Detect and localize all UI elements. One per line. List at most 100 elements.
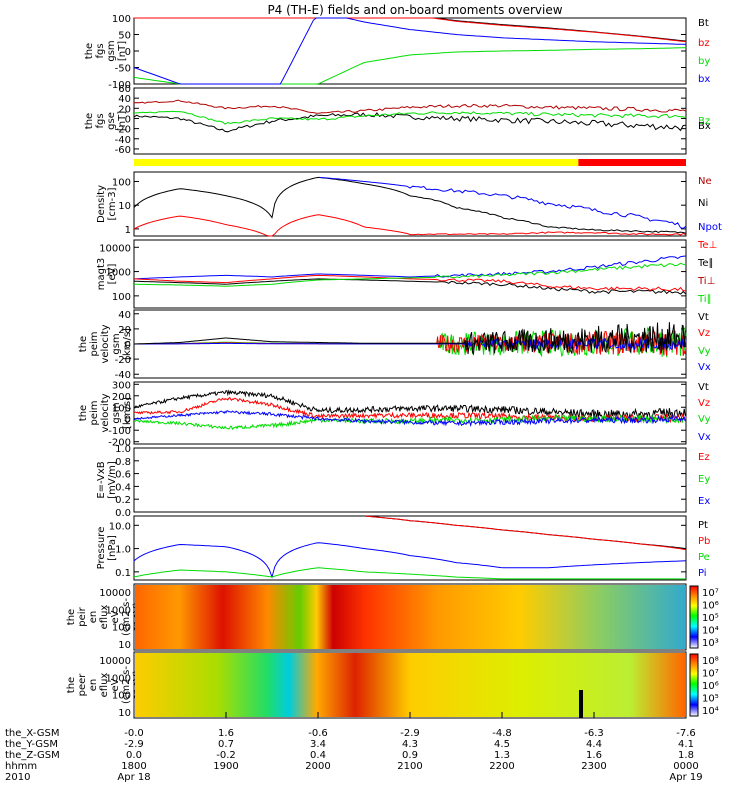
y-tick-label: 40 <box>118 310 131 321</box>
x-value: 0.7 <box>218 739 234 750</box>
colorbar-label: 10⁷ <box>702 588 719 599</box>
colorbar <box>689 653 699 717</box>
quality-flag-bar <box>134 159 686 166</box>
x-value: -0.2 <box>216 750 236 761</box>
x-value: 4.4 <box>586 739 602 750</box>
x-value: 1.6 <box>218 728 234 739</box>
legend-entry: Pt <box>698 520 708 531</box>
y-axis-label: en <box>88 679 99 692</box>
y-tick-label: -100 <box>108 426 131 437</box>
y-axis-label: velocity <box>100 393 111 432</box>
x-value: 4.1 <box>678 739 694 750</box>
y-axis-label: peim <box>89 331 100 356</box>
y-axis-label: fgs <box>95 43 106 58</box>
panel-frame <box>133 17 687 85</box>
y-axis-label: [nT] <box>117 41 128 61</box>
y-tick-label: 10000 <box>99 656 131 667</box>
x-value: 2100 <box>397 761 422 772</box>
series-Ne <box>133 214 687 237</box>
legend-entry: Ti∥ <box>697 294 712 305</box>
series-temperature <box>134 262 687 287</box>
legend-entry: Ez <box>698 452 710 463</box>
y-axis-label: the <box>78 336 89 352</box>
spectrogram-field <box>135 585 685 649</box>
legend-entry: Vy <box>698 414 711 425</box>
y-tick-label: 0.2 <box>115 495 131 506</box>
y-tick-label: 1.0 <box>115 444 131 455</box>
y-axis-label: peir <box>77 606 88 626</box>
y-axis-label: [nT] <box>117 111 128 131</box>
y-axis-label: (cm2-s- <box>121 666 132 704</box>
spectrogram <box>133 651 687 719</box>
legend-entry: Vz <box>698 398 710 409</box>
panel-peim2: the peim velocity gsm [km/s] 3002001000-100-2… <box>78 380 711 448</box>
x-value: -6.3 <box>584 728 604 739</box>
y-axis-label: eV <box>110 610 121 623</box>
x-row-label: hhmm <box>5 761 37 772</box>
y-axis-label: [km/s] <box>122 328 133 360</box>
y-axis-label: the <box>84 113 95 129</box>
panel-fgs_gsm: the fgs gsm [nT] 100 50 0 -50 -100 Bt bz by bx <box>84 14 710 91</box>
y-axis-label: E=-VxB <box>96 461 107 498</box>
colorbar-label: 10⁴ <box>702 706 719 717</box>
x-value: -7.6 <box>676 728 696 739</box>
legend-entry: Pe <box>698 552 710 563</box>
y-tick-label: 0.4 <box>115 482 131 493</box>
y-tick-label: 10 <box>118 201 131 212</box>
series-bx <box>133 17 687 85</box>
y-axis-label: fgs <box>95 113 106 128</box>
spectrogram <box>133 583 687 651</box>
y-axis-label: [mV/m] <box>107 461 118 499</box>
y-axis-label: [cm-3] <box>107 187 118 220</box>
legend-entry: Ti⊥ <box>697 276 715 287</box>
y-tick-label: 10000 <box>99 588 131 599</box>
legend-entry: bx <box>698 74 710 85</box>
series-Vx <box>133 410 687 428</box>
y-tick-label: 10.0 <box>109 521 131 532</box>
series-Vy <box>133 413 687 431</box>
x-value: 2200 <box>489 761 514 772</box>
x-value: 0.4 <box>310 750 326 761</box>
y-axis-label: Density <box>96 185 107 223</box>
x-value: 3.4 <box>310 739 326 750</box>
legend-entry: Npot <box>698 222 722 233</box>
panel-pressure: Pressure [nPa] 10.0 1.0 0.1 Pt Pb Pe Pi <box>96 515 710 581</box>
y-tick-label: 100 <box>112 14 131 25</box>
series-velocity <box>134 322 687 358</box>
x-value: -4.8 <box>492 728 512 739</box>
y-tick-label: -50 <box>115 64 131 75</box>
y-tick-label: 0 <box>125 415 131 426</box>
panel-frame <box>133 447 687 513</box>
x-row-label: the_Z-GSM <box>5 750 60 761</box>
series-Pb <box>365 515 687 551</box>
panel-frame <box>133 171 687 237</box>
y-axis-label: eflux <box>99 605 110 630</box>
y-tick-label: -20 <box>115 355 131 366</box>
figure-title: P4 (TH-E) fields and on-board moments ov… <box>267 3 562 17</box>
y-axis-label: gsm <box>111 402 122 423</box>
x-row-label: the_X-GSM <box>5 728 59 739</box>
y-axis-label: Pressure <box>96 527 107 570</box>
y-tick-label: 1.0 <box>115 545 131 556</box>
legend-entry: Bt <box>698 18 709 29</box>
panel-efield: E=-VxB [mV/m] 1.0 0.8 0.60.4 0.2 0.0 Ez Ey Ex <box>96 444 710 519</box>
y-tick-label: 1000 <box>106 605 131 616</box>
x-value: 2000 <box>305 761 330 772</box>
series-Pi <box>133 542 687 579</box>
legend-entry: Te⊥ <box>697 240 717 251</box>
colorbar <box>689 585 699 649</box>
x-value: -0.6 <box>308 728 328 739</box>
panel-temp: magt3 [eV] 10000 1000 100 Te⊥ Te∥ Ti⊥ Ti∥ <box>96 239 717 309</box>
colorbar-label: 10⁵ <box>702 613 719 624</box>
series-bz <box>134 17 687 43</box>
series-Ni <box>133 176 687 234</box>
series-Npot <box>318 176 687 229</box>
colorbar-label: 10⁴ <box>702 626 719 637</box>
y-tick-label: 60 <box>118 84 131 95</box>
panel-frame <box>133 87 687 155</box>
legend-entry: by <box>698 56 710 67</box>
y-tick-label: 0 <box>125 47 131 58</box>
y-axis-label: gsm <box>111 333 122 354</box>
series-temperature <box>133 278 687 295</box>
